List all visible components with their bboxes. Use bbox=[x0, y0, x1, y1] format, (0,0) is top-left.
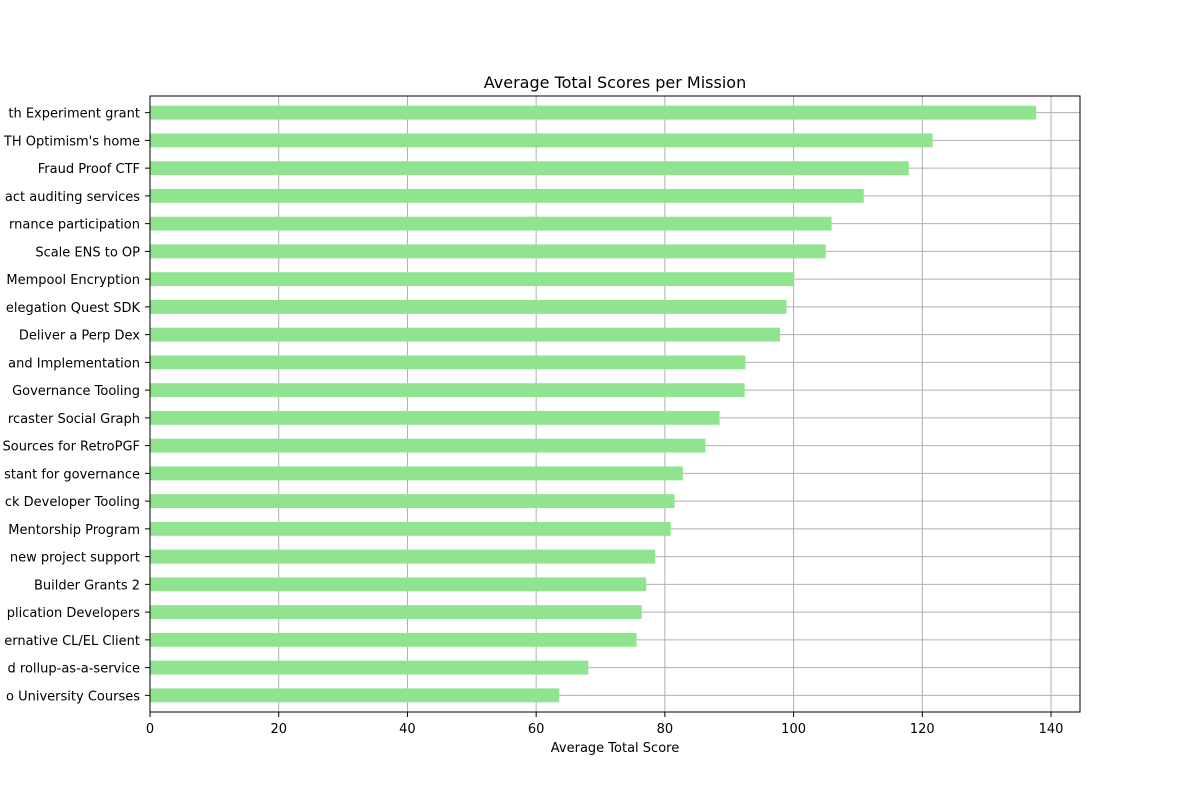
y-tick-label: o University Courses bbox=[6, 689, 140, 704]
y-tick-label: TH Optimism's home bbox=[3, 134, 140, 149]
plot-frame bbox=[149, 95, 1081, 713]
bar bbox=[150, 605, 642, 620]
chart-title: Average Total Scores per Mission bbox=[484, 73, 746, 92]
bar bbox=[150, 105, 1037, 120]
bar bbox=[150, 355, 746, 370]
y-tick-label: Fraud Proof CTF bbox=[38, 162, 140, 177]
bar bbox=[150, 383, 745, 398]
y-tick-label: rnance participation bbox=[9, 218, 140, 233]
x-tick-label: 60 bbox=[528, 722, 545, 737]
x-tick-label: 80 bbox=[657, 722, 674, 737]
y-tick-label: th Experiment grant bbox=[8, 107, 140, 122]
x-tick-label: 40 bbox=[399, 722, 416, 737]
y-tick-label: plication Developers bbox=[7, 606, 140, 621]
bar bbox=[150, 161, 909, 176]
y-tick-label: act auditing services bbox=[5, 190, 140, 205]
bar bbox=[150, 299, 787, 314]
y-tick-label: Mentorship Program bbox=[8, 523, 140, 538]
bar bbox=[150, 188, 864, 203]
y-tick-label: ernative CL/EL Client bbox=[4, 634, 140, 649]
x-tick-label: 0 bbox=[146, 722, 154, 737]
bar bbox=[150, 272, 795, 287]
y-axis-ticks: th Experiment grant TH Optimism's home Fra… bbox=[2, 107, 150, 704]
x-tick-label: 140 bbox=[1039, 722, 1064, 737]
y-tick-label: Deliver a Perp Dex bbox=[19, 329, 140, 344]
bar bbox=[150, 466, 683, 481]
bar bbox=[150, 632, 637, 647]
x-axis-ticks: 0 20 40 60 80 100 120 140 bbox=[146, 712, 1064, 737]
x-tick-label: 100 bbox=[781, 722, 806, 737]
x-tick-label: 20 bbox=[270, 722, 287, 737]
y-tick-label: Mempool Encryption bbox=[6, 273, 140, 288]
y-tick-label: ck Developer Tooling bbox=[5, 495, 140, 510]
bar bbox=[150, 521, 671, 536]
bar bbox=[150, 577, 647, 592]
bar bbox=[150, 438, 706, 453]
bar bbox=[150, 410, 720, 425]
x-tick-label: 120 bbox=[910, 722, 935, 737]
bar bbox=[150, 327, 781, 342]
y-tick-label: Builder Grants 2 bbox=[34, 578, 140, 593]
y-tick-label: rcaster Social Graph bbox=[8, 412, 140, 427]
y-tick-label: and Implementation bbox=[8, 356, 140, 371]
bar bbox=[150, 688, 560, 703]
bar bbox=[150, 660, 589, 675]
bars-group bbox=[150, 105, 1037, 703]
bar bbox=[150, 244, 826, 259]
bar bbox=[150, 133, 933, 148]
y-tick-label: Governance Tooling bbox=[12, 384, 140, 399]
bar bbox=[150, 494, 675, 509]
y-tick-label: d rollup-as-a-service bbox=[8, 662, 140, 677]
x-axis-label: Average Total Score bbox=[551, 741, 679, 756]
y-tick-label: Sources for RetroPGF bbox=[2, 440, 140, 455]
bar bbox=[150, 216, 832, 231]
bar bbox=[150, 549, 656, 564]
y-tick-label: stant for governance bbox=[4, 467, 140, 482]
y-tick-label: new project support bbox=[10, 551, 140, 566]
y-tick-label: elegation Quest SDK bbox=[6, 301, 141, 316]
y-tick-label: Scale ENS to OP bbox=[35, 245, 140, 260]
